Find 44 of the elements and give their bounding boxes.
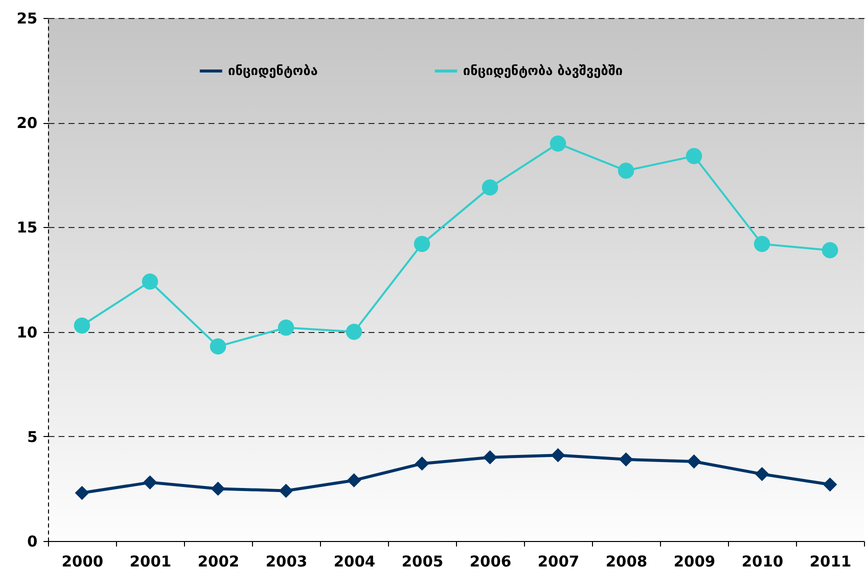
y-tick-label: 20 <box>16 114 38 132</box>
y-tick-label: 15 <box>16 218 38 237</box>
point <box>142 475 158 490</box>
x-tick-label: 2001 <box>130 552 172 570</box>
x-tick-label: 2004 <box>334 552 376 570</box>
point <box>414 236 430 252</box>
y-tick-label: 25 <box>16 10 38 28</box>
point <box>550 448 566 462</box>
x-tick-label: 2008 <box>606 552 648 570</box>
point <box>686 454 702 469</box>
point <box>74 317 90 334</box>
x-tick-label: 2000 <box>62 552 104 570</box>
point <box>414 456 430 471</box>
x-tick-label: 2002 <box>198 552 240 570</box>
point <box>822 242 838 258</box>
point <box>550 135 566 152</box>
y-tick-label: 5 <box>27 428 38 446</box>
point <box>482 179 498 196</box>
x-tick-label: 2005 <box>402 552 444 570</box>
legend-label: ინციდენტობა ბავშვებში <box>463 64 623 79</box>
point <box>278 320 294 336</box>
point <box>346 324 362 340</box>
point <box>142 274 158 290</box>
point <box>210 338 226 354</box>
x-tick-label: 2007 <box>538 552 580 570</box>
x-tick-label: 2009 <box>674 552 716 570</box>
point <box>74 486 90 500</box>
point <box>686 148 702 164</box>
point <box>278 484 294 498</box>
point <box>346 473 362 488</box>
y-tick-label: 0 <box>27 532 38 550</box>
point <box>618 452 634 466</box>
point <box>822 477 838 492</box>
point <box>754 466 770 482</box>
point <box>482 450 498 464</box>
point <box>618 162 634 179</box>
x-tick-label: 2006 <box>470 552 512 570</box>
point <box>210 482 226 496</box>
legend-label: ინციდენტობა <box>228 64 318 79</box>
x-tick-label: 2003 <box>266 552 308 570</box>
point <box>754 236 770 252</box>
x-tick-label: 2011 <box>810 552 852 570</box>
x-tick-label: 2010 <box>742 552 784 570</box>
y-tick-label: 10 <box>16 323 38 342</box>
